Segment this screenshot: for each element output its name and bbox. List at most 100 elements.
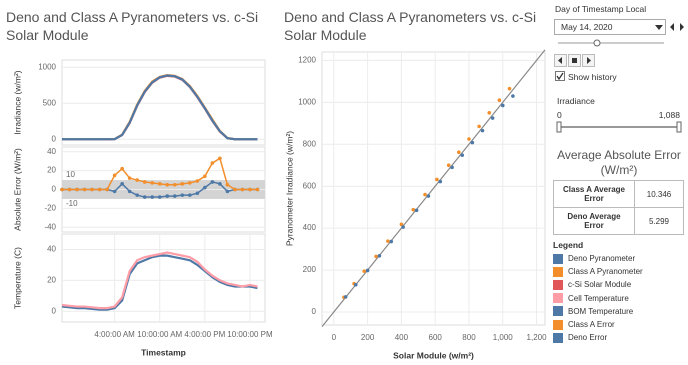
point [120, 182, 124, 186]
point [195, 179, 200, 183]
y-axis-label: Pyranometer Irradiance (w/m²) [284, 131, 294, 246]
range-max: 1,088 [658, 110, 680, 120]
legend-label: Cell Temperature [568, 293, 629, 303]
point [507, 86, 512, 91]
y-tick-label: 0 [52, 306, 57, 315]
date-value: May 14, 2020 [561, 22, 613, 32]
point [365, 268, 370, 273]
panel [61, 233, 266, 323]
legend-entry[interactable]: c-Si Solar Module [553, 278, 643, 291]
x-tick-label: 10:00:00 PM [227, 330, 273, 339]
legend-label: Deno Error [568, 333, 608, 343]
legend-swatch [553, 279, 563, 290]
point [67, 187, 72, 192]
legend-entry[interactable]: BOM Temperature [553, 305, 643, 318]
point [172, 194, 177, 198]
point [120, 166, 124, 171]
point [165, 194, 170, 198]
checkbox[interactable] [555, 71, 565, 81]
series-line [62, 74, 258, 141]
legend-swatch [553, 319, 563, 330]
point [446, 163, 451, 168]
legend-entry[interactable]: Class A Error [553, 318, 643, 331]
x-tick-label: 10:00:00 AM [137, 330, 182, 339]
filter-label: Irradiance [557, 96, 595, 106]
step-buttons[interactable] [668, 19, 688, 35]
point [423, 192, 427, 197]
point [172, 182, 177, 187]
date-slider[interactable] [556, 38, 668, 48]
series-line [62, 74, 258, 141]
point [180, 193, 185, 197]
legend-swatch [553, 293, 563, 304]
x-tick-label: 4:00:00 AM [94, 330, 135, 339]
point [438, 179, 443, 184]
irradiance-slider[interactable] [555, 121, 685, 133]
x-tick-label: 1,200 [527, 333, 548, 342]
x-tick-label: 4:00:00 PM [184, 330, 225, 339]
y-tick-label: 800 [303, 139, 317, 148]
series-line [61, 254, 258, 311]
point [127, 176, 132, 180]
point [477, 124, 481, 129]
legend-entry[interactable]: Deno Error [553, 331, 643, 344]
point [460, 153, 465, 157]
y-tick-label: 40 [47, 245, 56, 254]
point [500, 103, 505, 108]
x-tick-label: 800 [462, 333, 476, 342]
point [426, 194, 431, 198]
y-axis-label: Absolute Error (W/m²) [12, 148, 22, 231]
x-tick-label: 1,000 [493, 333, 514, 342]
y-tick-label: 1200 [298, 55, 316, 64]
point [362, 269, 367, 273]
point [203, 174, 207, 179]
point [435, 177, 439, 182]
point [411, 207, 416, 212]
filter-label: Day of Timestamp Local [555, 4, 647, 14]
y-axis-label: Irradiance (w/m²) [12, 70, 22, 134]
point [112, 189, 117, 194]
y-tick-label: 500 [43, 98, 57, 107]
point [255, 187, 260, 192]
x-tick-label: 200 [361, 333, 375, 342]
x-axis-label: Solar Module (w/m²) [393, 350, 474, 360]
legend-label: Class A Error [568, 320, 615, 330]
point [188, 181, 192, 185]
point [386, 239, 390, 243]
row-value: 10.346 [634, 180, 684, 208]
point [511, 94, 515, 98]
legend-entry[interactable]: Class A Pyranometer [553, 265, 643, 278]
y-tick-label: 20 [47, 166, 56, 175]
y-tick-label: 40 [47, 147, 56, 156]
x-tick-label: 400 [395, 333, 409, 342]
date-dropdown[interactable]: May 14, 2020 [554, 19, 666, 35]
playback-buttons[interactable] [554, 54, 598, 68]
point [135, 178, 139, 182]
y-tick-label: 1000 [38, 62, 56, 71]
point [353, 282, 358, 287]
legend-title: Legend [553, 240, 584, 250]
point [157, 195, 162, 199]
point [470, 140, 475, 145]
point [60, 187, 64, 192]
point [165, 182, 170, 187]
y-tick-label: 0 [52, 185, 57, 194]
legend-swatch [553, 332, 563, 343]
x-axis-label: Timestamp [141, 347, 186, 357]
y-tick-label: 200 [303, 265, 317, 274]
series-line [62, 74, 258, 141]
point [389, 239, 394, 244]
legend-entry[interactable]: Cell Temperature [553, 292, 643, 305]
point [105, 187, 109, 192]
chart-title: Deno and Class A Pyranometers vs. c-Si S… [284, 9, 537, 43]
point [218, 182, 222, 186]
legend-swatch [553, 266, 563, 277]
reference-line [321, 49, 546, 328]
legend-label: c-Si Solar Module [568, 280, 632, 290]
y-tick-label: 1000 [298, 97, 316, 106]
legend-label: Class A Pyranometer [568, 267, 643, 277]
legend-entry[interactable]: Deno Pyranometer [553, 252, 643, 265]
point [225, 189, 230, 194]
